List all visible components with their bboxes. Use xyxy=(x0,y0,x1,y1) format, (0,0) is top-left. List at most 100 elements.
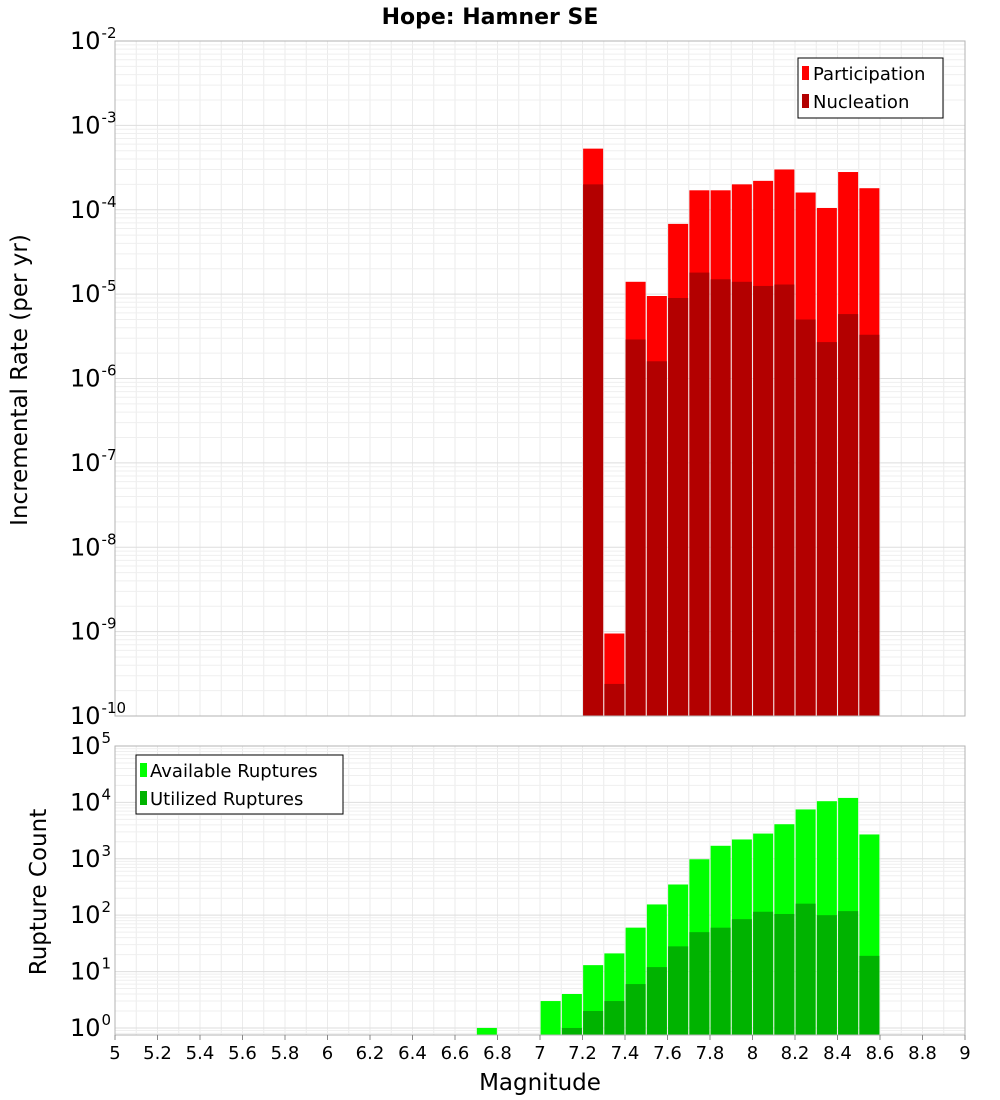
legend-swatch-utilized-ruptures xyxy=(140,791,147,805)
bottom-bar-utilized-ruptures xyxy=(710,927,731,1035)
x-tick-label: 7.6 xyxy=(653,1043,682,1064)
bottom-bar-utilized-ruptures xyxy=(625,984,646,1035)
x-tick-label: 7.2 xyxy=(568,1043,597,1064)
bottom-bar-utilized-ruptures xyxy=(646,967,667,1035)
top-bar-nucleation xyxy=(625,339,646,716)
y-tick-base: 10 xyxy=(70,449,101,477)
bottom-bar-available-ruptures xyxy=(561,994,582,1035)
y-tick-label: 10-2 xyxy=(70,24,117,55)
y-tick-base: 10 xyxy=(70,702,101,730)
legend-label-available-ruptures: Available Ruptures xyxy=(150,761,318,782)
top-bar-nucleation xyxy=(646,361,667,716)
x-tick-label: 5.6 xyxy=(228,1043,257,1064)
y-tick-base: 10 xyxy=(70,196,101,224)
y-tick-exponent: -2 xyxy=(102,24,117,42)
top-bar-nucleation xyxy=(668,297,689,716)
y-tick-exponent: -3 xyxy=(102,108,117,126)
y-tick-exponent: -8 xyxy=(102,530,117,548)
y-tick-label: 102 xyxy=(70,898,111,929)
x-tick-label: 5.2 xyxy=(143,1043,172,1064)
top-bar-nucleation xyxy=(859,334,880,716)
top-bar-nucleation xyxy=(753,285,774,716)
bottom-bar-utilized-ruptures xyxy=(753,911,774,1035)
top-legend: Participation Nucleation xyxy=(797,57,944,119)
y-tick-base: 10 xyxy=(70,111,101,139)
x-tick-label: 5.4 xyxy=(186,1043,215,1064)
y-tick-base: 10 xyxy=(70,788,101,816)
x-tick-label: 5 xyxy=(109,1043,120,1064)
y-tick-exponent: 1 xyxy=(102,955,112,973)
x-tick-label: 6.6 xyxy=(441,1043,470,1064)
y-tick-exponent: -6 xyxy=(102,362,117,380)
y-tick-base: 10 xyxy=(70,1014,101,1042)
y-tick-base: 10 xyxy=(70,732,101,760)
y-tick-base: 10 xyxy=(70,845,101,873)
x-tick-label: 6.4 xyxy=(398,1043,427,1064)
y-tick-label: 103 xyxy=(70,842,111,873)
y-tick-base: 10 xyxy=(70,365,101,393)
x-tick-label: 6.8 xyxy=(483,1043,512,1064)
y-tick-exponent: -7 xyxy=(102,446,117,464)
x-tick-label: 8 xyxy=(747,1043,758,1064)
chart-title: Hope: Hamner SE xyxy=(382,5,599,30)
y-tick-label: 101 xyxy=(70,955,111,986)
y-tick-label: 10-6 xyxy=(70,362,117,393)
y-tick-label: 10-8 xyxy=(70,530,117,561)
legend-label-nucleation: Nucleation xyxy=(813,92,909,113)
y-tick-label: 10-9 xyxy=(70,615,117,646)
y-tick-exponent: -5 xyxy=(102,277,117,295)
x-tick-label: 7.8 xyxy=(696,1043,725,1064)
y-tick-base: 10 xyxy=(70,27,101,55)
y-tick-label: 100 xyxy=(70,1011,111,1042)
x-axis-ticks: 5 5.2 5.4 5.6 5.8 6 6.2 6.4 6.6 6.8 7 7.2 7.4 7.6 7.8 8… xyxy=(109,1035,971,1064)
y-tick-exponent: 2 xyxy=(102,898,112,916)
top-bar-nucleation xyxy=(838,314,859,716)
bottom-y-axis-label: Rupture Count xyxy=(26,809,52,975)
legend-swatch-nucleation xyxy=(802,94,809,108)
y-tick-exponent: 4 xyxy=(102,785,112,803)
bottom-bar-utilized-ruptures xyxy=(859,955,880,1035)
bottom-bar-utilized-ruptures xyxy=(689,932,710,1035)
x-tick-label: 8.8 xyxy=(908,1043,937,1064)
bottom-bar-utilized-ruptures xyxy=(668,946,689,1035)
legend-swatch-available-ruptures xyxy=(140,763,147,777)
y-tick-label: 10-10 xyxy=(70,699,126,730)
top-bar-nucleation xyxy=(731,281,752,716)
top-bar-nucleation xyxy=(710,279,731,716)
top-bar-nucleation xyxy=(604,683,625,716)
top-bar-nucleation xyxy=(816,342,837,716)
x-tick-label: 5.8 xyxy=(271,1043,300,1064)
bottom-bar-utilized-ruptures xyxy=(816,915,837,1035)
bottom-bar-utilized-ruptures xyxy=(583,1010,604,1035)
x-tick-label: 7 xyxy=(534,1043,545,1064)
top-bar-nucleation xyxy=(583,184,604,717)
bottom-bar-utilized-ruptures xyxy=(795,903,816,1035)
bottom-legend-box xyxy=(135,754,344,815)
x-axis-label: Magnitude xyxy=(479,1070,601,1096)
bottom-bar-utilized-ruptures xyxy=(561,1027,582,1035)
top-bar-nucleation xyxy=(774,284,795,716)
y-tick-label: 105 xyxy=(70,729,111,760)
x-tick-label: 6 xyxy=(322,1043,333,1064)
y-tick-label: 10-7 xyxy=(70,446,117,477)
top-y-axis-label: Incremental Rate (per yr) xyxy=(7,234,33,526)
bottom-bars xyxy=(476,797,880,1035)
y-tick-label: 10-5 xyxy=(70,277,117,308)
x-tick-label: 8.2 xyxy=(781,1043,810,1064)
y-tick-label: 10-3 xyxy=(70,108,117,139)
top-grid xyxy=(114,41,966,717)
y-tick-base: 10 xyxy=(70,958,101,986)
x-tick-label: 6.2 xyxy=(356,1043,385,1064)
bottom-legend: Available Ruptures Utilized Ruptures xyxy=(135,754,344,815)
legend-swatch-participation xyxy=(802,66,809,80)
y-tick-exponent: 5 xyxy=(102,729,112,747)
bottom-bar-utilized-ruptures xyxy=(838,911,859,1035)
y-tick-base: 10 xyxy=(70,618,101,646)
y-tick-base: 10 xyxy=(70,533,101,561)
x-tick-label: 8.4 xyxy=(823,1043,852,1064)
y-tick-exponent: 0 xyxy=(102,1011,112,1029)
